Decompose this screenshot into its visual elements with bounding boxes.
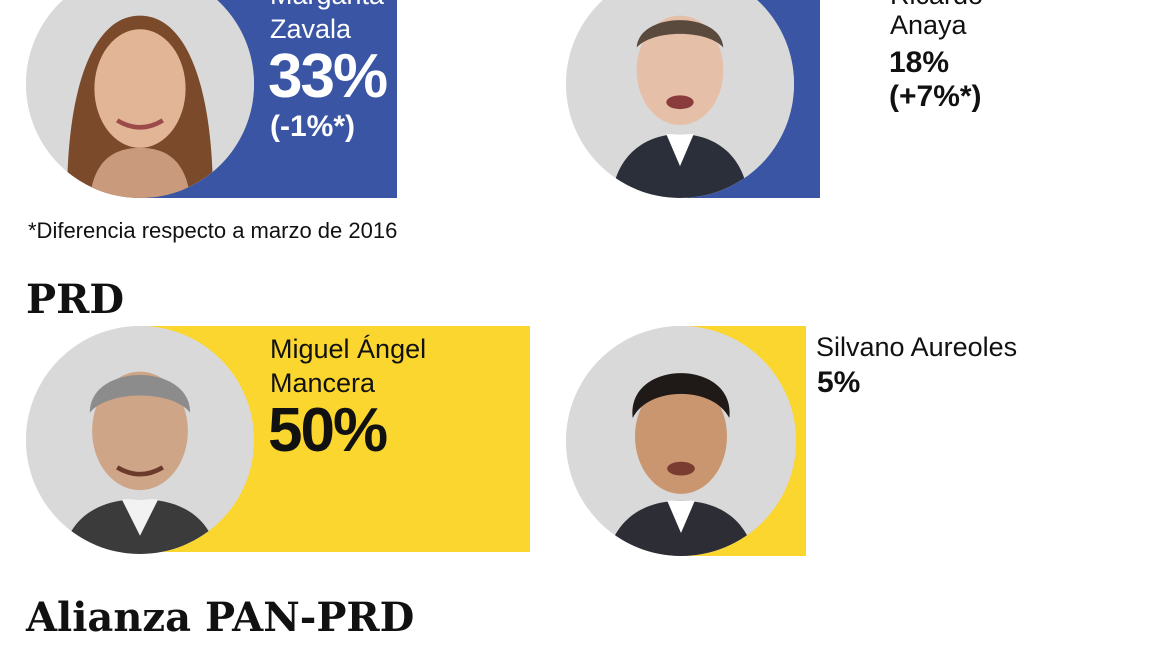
value-label: 5% [817, 366, 861, 399]
value-label: 18% [889, 46, 950, 79]
portrait-man-icon [566, 0, 794, 198]
candidate-name-line: Anaya [890, 10, 967, 40]
section-title: PRD [26, 276, 125, 323]
portrait-woman-icon [26, 0, 254, 198]
section-title: Alianza PAN-PRD [26, 594, 415, 641]
candidate-name-line: Ricardo [890, 0, 983, 12]
change-label: (+7%*) [889, 80, 982, 113]
portrait-man-icon [26, 326, 254, 554]
candidate-name-line: Miguel Ángel [270, 334, 427, 364]
footnote: *Diferencia respecto a marzo de 2016 [28, 218, 398, 243]
portrait-man-icon [566, 326, 796, 556]
candidate-name-line: Margarita [270, 0, 384, 12]
change-label: (-1%*) [270, 110, 356, 143]
portrait-margarita-zavala [26, 0, 254, 198]
value-label: 50% [268, 396, 388, 465]
value-label: 33% [268, 42, 388, 111]
portrait-miguel-angel-mancera [26, 326, 254, 554]
candidate-name-line: Mancera [270, 368, 376, 398]
candidate-name-line: Silvano Aureoles [816, 332, 1018, 362]
portrait-ricardo-anaya [566, 0, 794, 198]
portrait-silvano-aureoles [566, 326, 796, 556]
candidate-name-line: Zavala [270, 14, 352, 44]
